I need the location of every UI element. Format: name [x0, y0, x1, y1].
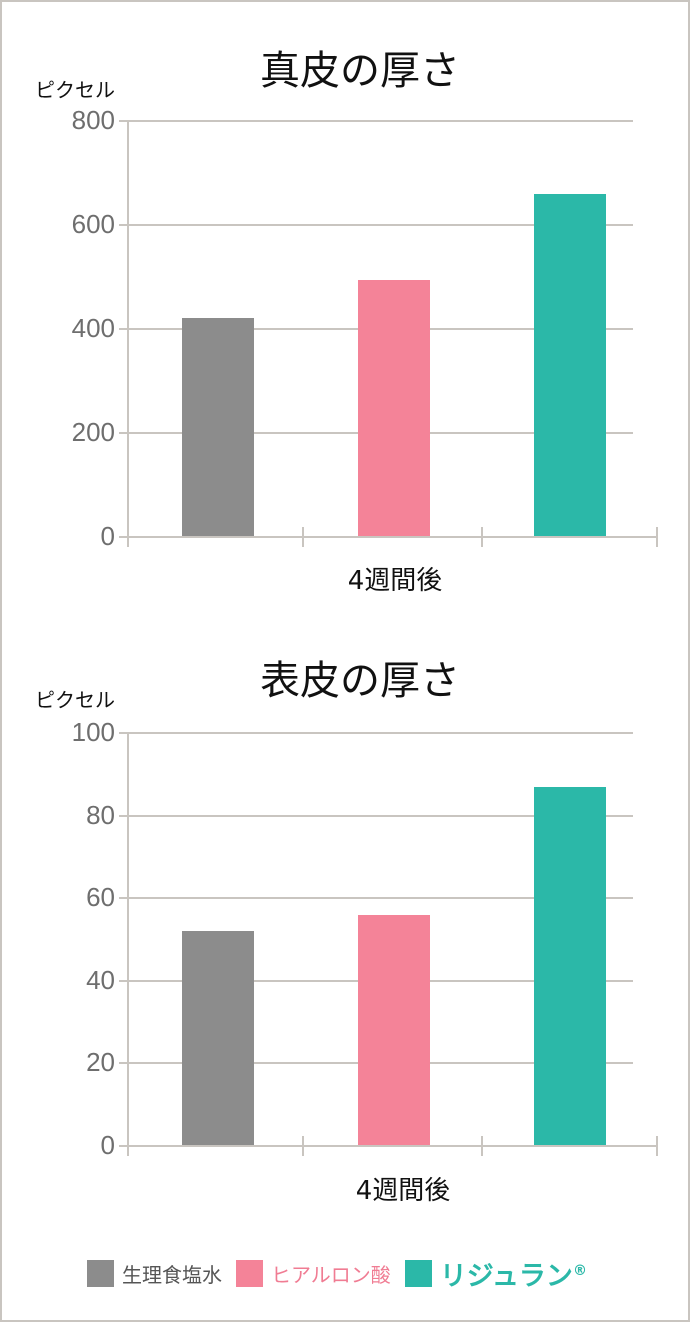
x-tick: [127, 527, 129, 547]
bar-hyaluronic: [358, 914, 430, 1146]
brand-name: リジュラン: [439, 1260, 573, 1292]
y-axis: [127, 733, 129, 1152]
legend-item-saline: 生理食塩水: [87, 1259, 222, 1288]
registered-mark: ®: [572, 1262, 587, 1279]
y-tick-label: 100: [71, 717, 115, 747]
gridline: [119, 897, 633, 900]
y-tick-label: 200: [71, 417, 115, 447]
legend-swatch: [404, 1259, 432, 1287]
legend-label: リジュラン®: [440, 1254, 587, 1293]
y-axis-label: ピクセル: [35, 688, 115, 712]
x-tick: [481, 1136, 483, 1156]
gridline: [119, 224, 633, 226]
bar-saline: [182, 318, 254, 537]
legend-item-rejuran: リジュラン®: [404, 1254, 587, 1293]
y-tick-label: 80: [86, 799, 115, 830]
x-tick: [656, 527, 658, 547]
y-tick-label: 800: [71, 105, 115, 135]
y-tick-label: 0: [100, 1130, 115, 1160]
gridline: [119, 814, 633, 817]
y-tick-label: 40: [86, 964, 115, 995]
legend-swatch: [236, 1259, 263, 1287]
y-tick-label: 400: [71, 313, 115, 343]
x-category-label: 4週間後: [355, 1176, 451, 1206]
x-tick: [656, 1136, 658, 1156]
y-tick-label: 600: [71, 209, 115, 239]
x-tick: [302, 1136, 304, 1156]
x-tick: [127, 1136, 129, 1156]
legend-item-hyaluronic: ヒアルロン酸: [236, 1259, 391, 1288]
bar-rejuran: [534, 786, 606, 1146]
plot-area: 0 20 40 60 80 100: [72, 717, 658, 1160]
legend-label: 生理食塩水: [122, 1262, 222, 1287]
gridline: [119, 732, 633, 734]
legend-label: ヒアルロン酸: [271, 1262, 391, 1287]
chart-title: 表皮の厚さ: [260, 658, 460, 704]
chart-title: 真皮の厚さ: [260, 48, 460, 94]
y-tick-label: 0: [100, 521, 115, 551]
bar-saline: [182, 931, 254, 1146]
y-axis: [127, 121, 129, 543]
x-tick: [481, 527, 483, 547]
bar-hyaluronic: [358, 280, 430, 537]
legend: 生理食塩水 ヒアルロン酸 リジュラン®: [87, 1258, 601, 1292]
y-tick-label: 20: [86, 1047, 115, 1078]
x-axis: [119, 1145, 658, 1147]
gridline: [119, 120, 633, 122]
x-tick: [302, 527, 304, 547]
legend-swatch: [87, 1259, 114, 1287]
y-tick-label: 60: [86, 882, 115, 913]
y-axis-label: ピクセル: [35, 78, 115, 102]
bar-rejuran: [534, 193, 606, 537]
x-category-label: 4週間後: [347, 566, 443, 596]
x-axis: [119, 536, 658, 538]
plot-area: 0 200 400 600 800: [72, 105, 658, 551]
